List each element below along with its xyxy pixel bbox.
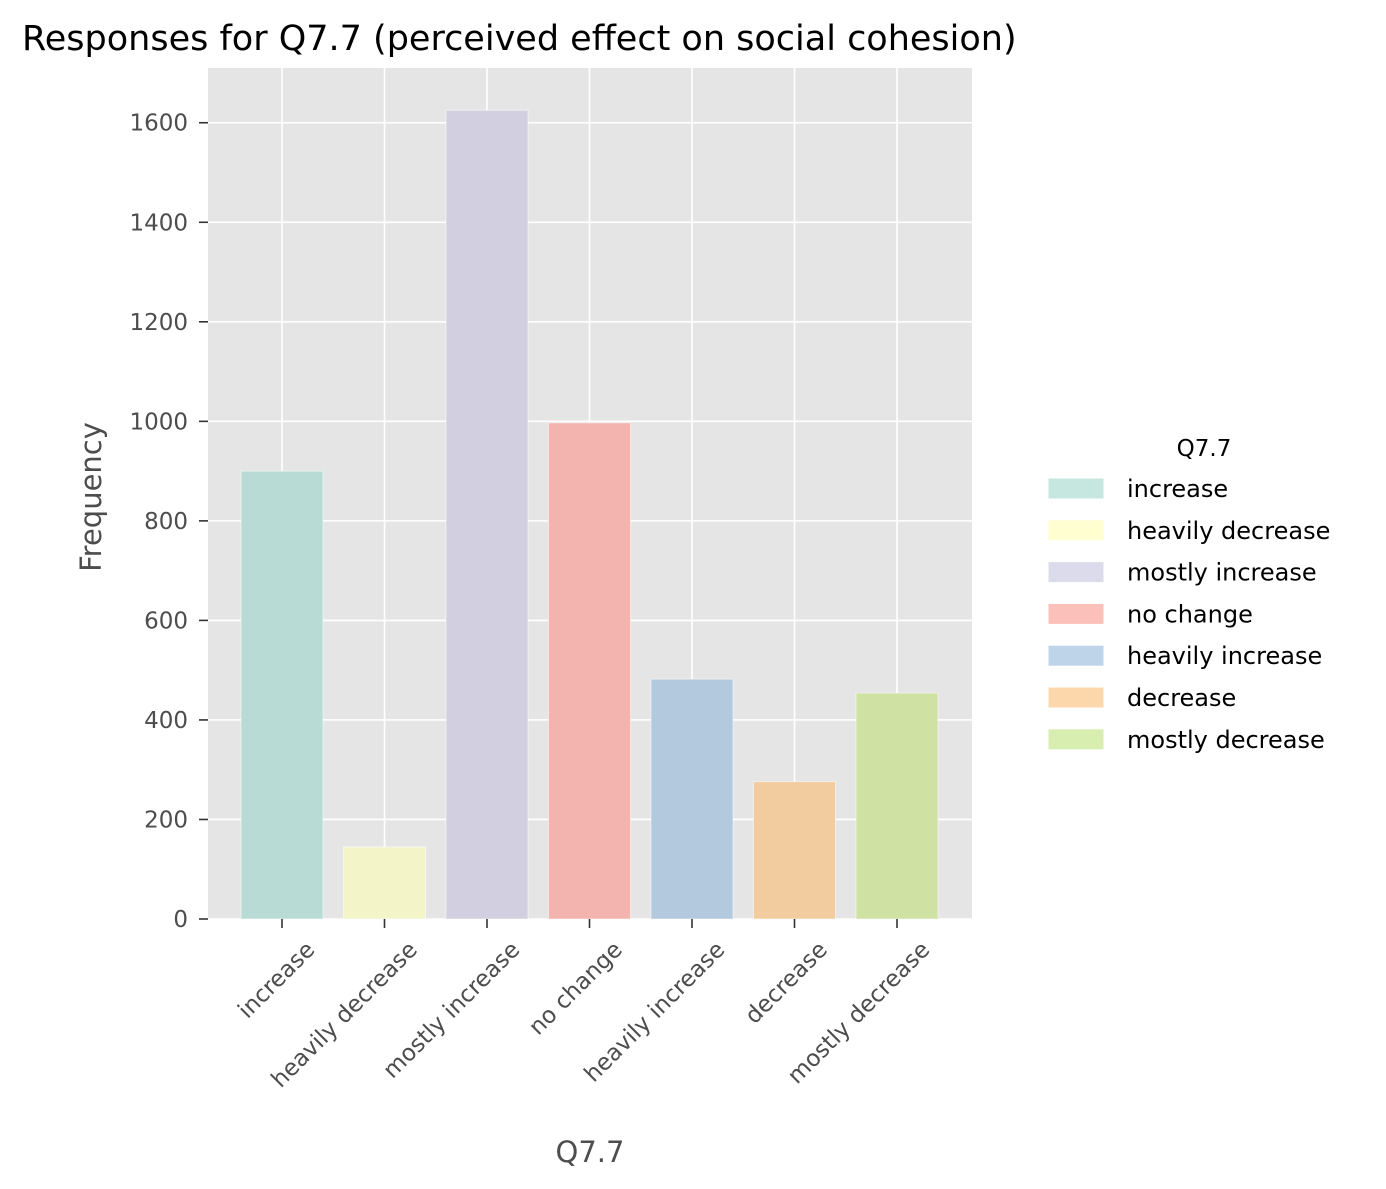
y-tick-label: 600 [144,608,188,634]
legend-label: heavily decrease [1127,517,1330,545]
legend-swatch [1047,519,1105,542]
bar-heavily-decrease [343,846,426,920]
y-tick-label: 1400 [129,210,188,236]
legend-title: Q7.7 [1177,436,1232,462]
bar-mostly-increase [445,109,529,920]
bar-no-change [548,422,631,920]
legend-label: mostly increase [1127,559,1317,587]
bar-mostly-decrease [855,692,939,920]
bar-decrease [753,781,836,920]
legend-swatch [1047,644,1105,667]
y-tick-label: 0 [173,907,188,933]
legend-swatch [1047,602,1105,625]
bar-heavily-increase [650,678,734,920]
legend-label: no change [1127,600,1253,628]
x-tick-label: no change [524,937,628,1041]
bars [240,109,939,920]
y-tick-label: 800 [144,509,188,535]
legend-label: increase [1127,475,1228,503]
legend-label: mostly decrease [1127,726,1325,754]
y-tick-label: 1600 [129,111,188,137]
legend-swatch [1047,561,1105,584]
y-axis-title: Frequency [74,422,108,572]
x-tick-label: increase [233,937,320,1024]
y-axis: 0 200 400 600 800 1000 1200 1400 1600 [129,111,208,933]
y-tick-label: 200 [144,807,188,833]
y-tick-label: 1000 [129,409,188,435]
y-tick-label: 400 [144,708,188,734]
legend-swatch [1047,728,1105,751]
bar-increase [240,470,324,920]
x-axis-title: Q7.7 [556,1135,625,1169]
legend-swatch [1047,477,1105,500]
legend-swatch [1047,686,1105,709]
x-tick-label: decrease [740,937,832,1029]
legend-label: heavily increase [1127,642,1322,670]
chart-title: Responses for Q7.7 (perceived effect on … [22,19,1017,59]
y-tick-label: 1200 [129,310,188,336]
legend-label: decrease [1127,684,1236,712]
legend: Q7.7 increase heavily decrease mostly incr… [1047,436,1330,754]
